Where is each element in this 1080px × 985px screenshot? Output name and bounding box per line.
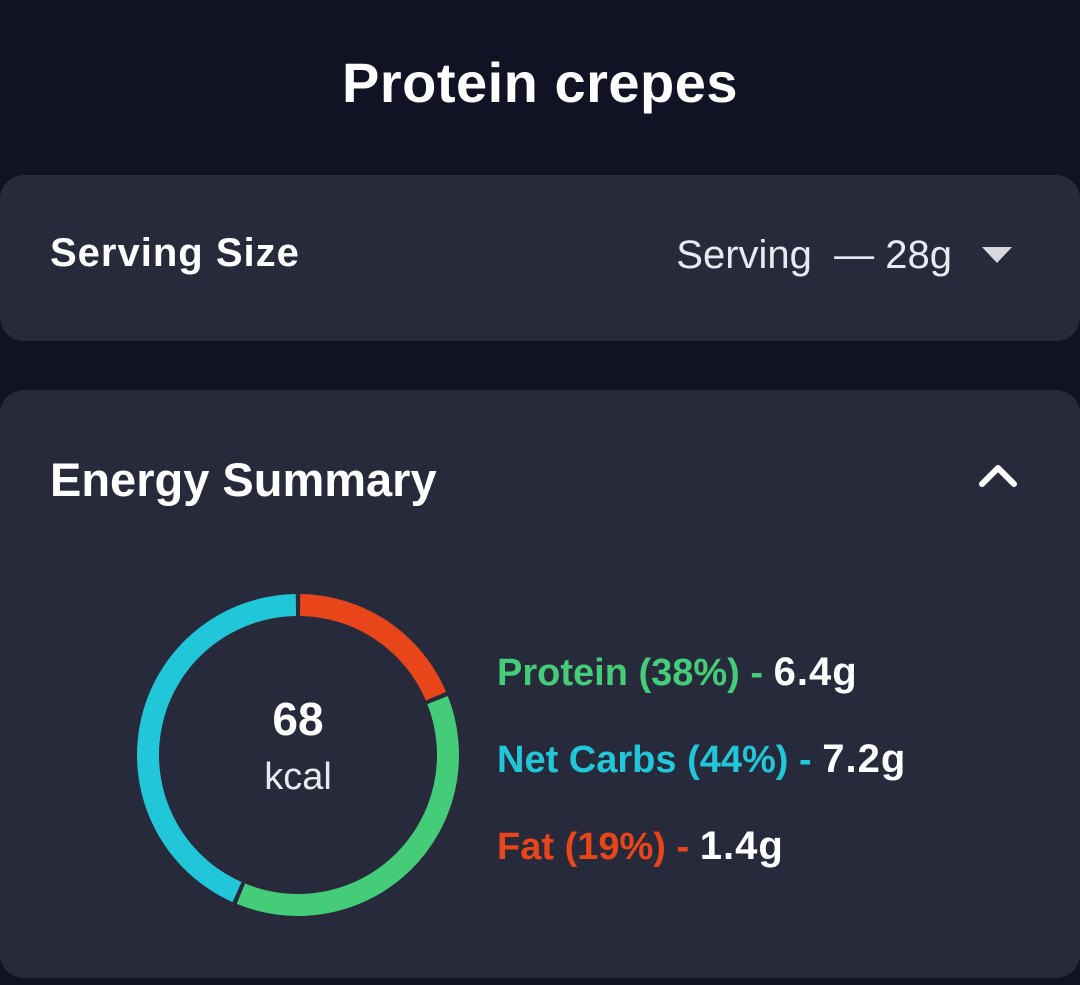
macro-separator: - [676, 826, 690, 868]
serving-size-label: Serving Size [50, 231, 300, 275]
legend-item-fat: Fat (19%) - 1.4g [497, 816, 906, 903]
kcal-value: 68 [272, 693, 324, 745]
serving-size-dropdown[interactable]: Serving — 28g [676, 225, 1012, 285]
macro-amount: 6.4g [773, 650, 858, 694]
macro-name: Net Carbs [497, 739, 677, 781]
legend-item-net-carbs: Net Carbs (44%) - 7.2g [497, 729, 906, 816]
macro-legend: Protein (38%) - 6.4g Net Carbs (44%) - 7… [497, 642, 906, 903]
macro-separator: - [750, 652, 764, 694]
donut-segment-net-carbs [137, 594, 297, 903]
donut-segments [137, 594, 459, 916]
serving-size-card: Serving Size Serving — 28g [0, 175, 1080, 341]
macro-separator: - [799, 739, 812, 781]
macro-amount: 7.2g [822, 737, 907, 781]
macro-donut-chart [137, 594, 459, 916]
chevron-up-icon [979, 465, 1017, 487]
energy-summary-title: Energy Summary [50, 453, 437, 506]
macro-percent: (44%) [687, 739, 789, 781]
macro-amount: 1.4g [699, 824, 784, 868]
macro-percent: (38%) [638, 652, 740, 694]
collapse-button[interactable] [972, 448, 1024, 500]
donut-segment-fat [299, 594, 447, 701]
macro-name: Protein [497, 652, 628, 694]
caret-down-icon [982, 247, 1012, 263]
macro-percent: (19%) [564, 826, 666, 868]
kcal-unit: kcal [264, 756, 332, 798]
donut-segment-protein [236, 696, 459, 916]
energy-summary-card: Energy Summary 68 kcal Protein (38%) - 6… [0, 390, 1080, 978]
donut-center: 68 kcal [133, 590, 463, 920]
serving-size-value: Serving — 28g [676, 232, 952, 277]
page-title: Protein crepes [341, 51, 739, 114]
macro-name: Fat [497, 826, 554, 868]
legend-item-protein: Protein (38%) - 6.4g [497, 642, 906, 729]
